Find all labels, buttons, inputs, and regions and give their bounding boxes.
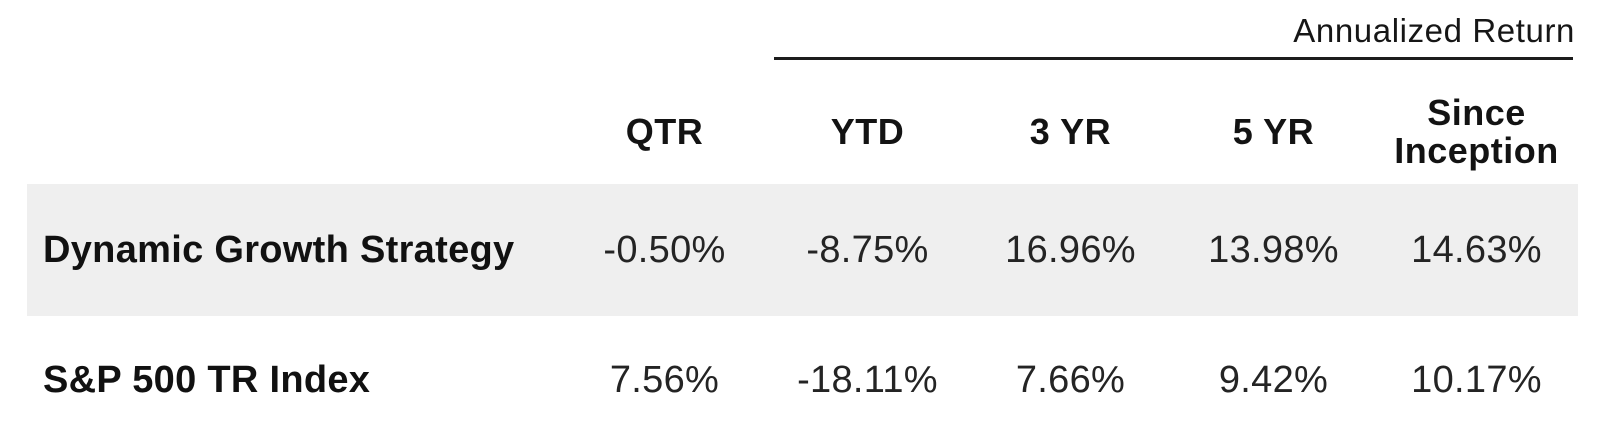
annualized-return-group-header: Annualized Return <box>1293 12 1575 49</box>
row-label: S&P 500 TR Index <box>43 358 371 401</box>
table-row-dynamic-growth-strategy: Dynamic Growth Strategy -0.50% -8.75% 16… <box>27 184 1578 316</box>
cell-ytd-value: -18.11% <box>797 358 938 401</box>
column-header-qtr: QTR <box>625 111 704 153</box>
cell-3yr-value: 16.96% <box>1005 228 1136 271</box>
row-label: Dynamic Growth Strategy <box>43 228 515 271</box>
cell-ytd-value: -8.75% <box>806 228 929 271</box>
cell-since-inception-value: 10.17% <box>1411 358 1542 401</box>
performance-table: QTR YTD 3 YR 5 YR Since Inception Dynami… <box>27 80 1578 444</box>
column-header-ytd: YTD <box>830 111 905 153</box>
annualized-return-rule <box>774 57 1573 60</box>
table-row-sp500-tr-index: S&P 500 TR Index 7.56% -18.11% 7.66% 9.4… <box>27 316 1578 444</box>
table-header-row: QTR YTD 3 YR 5 YR Since Inception <box>27 80 1578 184</box>
cell-5yr-value: 9.42% <box>1218 358 1329 401</box>
cell-qtr-value: 7.56% <box>609 358 720 401</box>
cell-qtr-value: -0.50% <box>603 228 726 271</box>
cell-3yr-value: 7.66% <box>1015 358 1126 401</box>
column-header-3yr: 3 YR <box>1029 111 1112 153</box>
cell-5yr-value: 13.98% <box>1208 228 1339 271</box>
cell-since-inception-value: 14.63% <box>1411 228 1542 271</box>
column-header-since-inception: Since Inception <box>1394 92 1559 171</box>
column-header-5yr: 5 YR <box>1232 111 1315 153</box>
